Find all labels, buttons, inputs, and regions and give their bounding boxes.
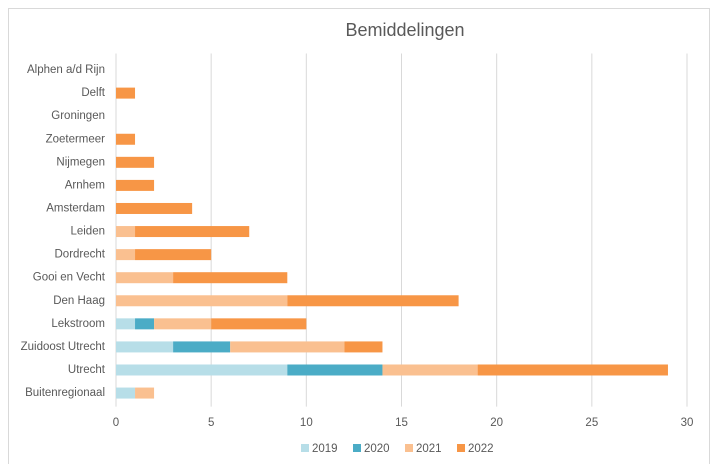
legend-swatch — [405, 444, 413, 452]
legend: 2019 2020 2021 2022 — [301, 443, 494, 455]
x-tick-label: 15 — [395, 417, 408, 429]
y-tick-label: Leiden — [70, 226, 105, 238]
y-tick-label: Delft — [81, 87, 105, 99]
bar-segment — [287, 364, 383, 376]
y-tick-label: Groningen — [51, 110, 105, 122]
x-tick-label: 5 — [208, 417, 214, 429]
bar-segment — [116, 202, 193, 214]
chart-title: Bemiddelingen — [345, 20, 464, 40]
bar-segment — [135, 249, 212, 261]
bar-segment — [135, 387, 155, 399]
legend-label: 2022 — [468, 443, 494, 455]
legend-label: 2020 — [364, 443, 390, 455]
legend-swatch — [457, 444, 465, 452]
x-tick-label: 10 — [300, 417, 313, 429]
bar-segment — [116, 318, 136, 330]
bar-segment — [116, 341, 174, 353]
bar-segment — [477, 364, 668, 376]
bar-segment — [116, 364, 288, 376]
bar-segment — [116, 87, 136, 99]
legend-label: 2021 — [416, 443, 442, 455]
y-tick-label: Dordrecht — [55, 249, 106, 261]
bar-segment — [116, 387, 136, 399]
x-tick-label: 25 — [585, 417, 598, 429]
bar-segment — [211, 318, 307, 330]
y-tick-label: Lekstroom — [51, 318, 105, 330]
legend-swatch — [301, 444, 309, 452]
bar-segment — [116, 156, 155, 168]
bar-segment — [173, 272, 288, 284]
bar-segment — [173, 341, 231, 353]
y-tick-label: Nijmegen — [56, 156, 105, 168]
bar-segment — [287, 295, 459, 307]
x-tick-label: 0 — [113, 417, 119, 429]
bar-segment — [116, 272, 174, 284]
y-tick-label: Zoetermeer — [46, 133, 106, 145]
bar-segment — [154, 318, 212, 330]
y-tick-label: Amsterdam — [46, 203, 105, 215]
labels: 0 5 10 15 20 25 30 Alphen a/d Rijn Delft Groninge… — [21, 64, 694, 429]
bar-segment — [116, 133, 136, 145]
y-tick-label: Arnhem — [65, 179, 105, 191]
bar-segment — [382, 364, 478, 376]
bar-segment — [116, 249, 136, 261]
bar-segment — [135, 226, 250, 238]
legend-swatch — [353, 444, 361, 452]
bars — [116, 87, 668, 399]
x-tick-label: 20 — [490, 417, 503, 429]
bar-segment — [344, 341, 383, 353]
bar-segment — [230, 341, 345, 353]
bar-segment — [116, 179, 155, 191]
bar-segment — [135, 318, 155, 330]
y-tick-label: Buitenregionaal — [25, 387, 105, 399]
bar-segment — [116, 226, 136, 238]
x-tick-label: 30 — [681, 417, 694, 429]
y-tick-label: Gooi en Vecht — [33, 272, 106, 284]
y-tick-label: Utrecht — [68, 364, 106, 376]
y-tick-label: Den Haag — [53, 295, 105, 307]
y-tick-label: Alphen a/d Rijn — [27, 64, 105, 76]
bar-segment — [116, 295, 288, 307]
legend-label: 2019 — [312, 443, 338, 455]
y-tick-label: Zuidoost Utrecht — [21, 341, 106, 353]
